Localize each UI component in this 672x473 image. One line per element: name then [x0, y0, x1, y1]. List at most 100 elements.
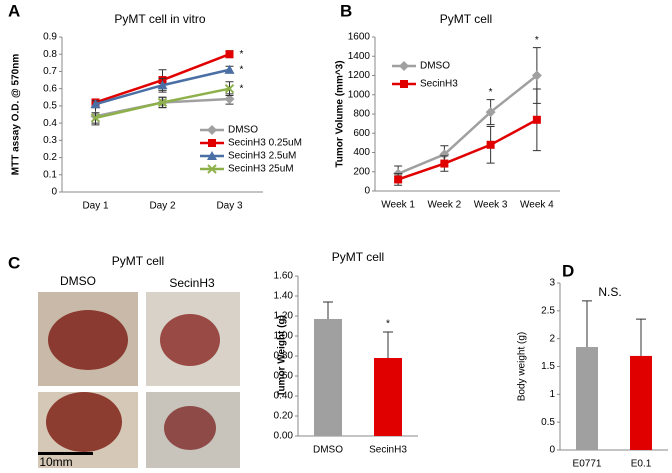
- x-tick-label: Week 3: [474, 200, 508, 211]
- point: [394, 175, 403, 184]
- y-tick-label: 0.3: [43, 135, 57, 146]
- legend-label: DMSO: [420, 61, 450, 72]
- point: [225, 50, 234, 59]
- point: [224, 83, 235, 94]
- chart-title: PyMT cell: [332, 250, 384, 264]
- y-tick-label: 0: [549, 445, 555, 456]
- point: [440, 159, 449, 168]
- chart-title: N.S.: [598, 285, 621, 299]
- bar: [576, 347, 598, 450]
- x-tick-label: E0771: [573, 459, 602, 470]
- y-tick-label: 1.20: [274, 311, 294, 322]
- bar: [630, 355, 652, 450]
- y-tick-label: 0.00: [274, 431, 294, 442]
- point: [224, 64, 235, 74]
- x-tick-label: Day 2: [149, 201, 176, 212]
- y-tick-label: 0.7: [43, 66, 57, 77]
- chart-title: PyMT cell: [440, 12, 492, 26]
- panel-letter: C: [8, 253, 20, 272]
- y-tick-label: 0.2: [43, 152, 57, 163]
- y-tick-label: 1000: [348, 89, 371, 100]
- x-tick-label: E0.1: [631, 459, 652, 470]
- annotation: *: [535, 35, 539, 46]
- panel-letter: A: [8, 1, 20, 20]
- y-tick-label: 0: [364, 186, 370, 197]
- line: [397, 118, 538, 181]
- point: [207, 151, 217, 160]
- legend-label: SecinH3 0.25uM: [228, 138, 302, 149]
- point: [531, 70, 542, 81]
- y-tick-label: 2: [549, 333, 555, 344]
- error-bar: [582, 300, 592, 348]
- point: [207, 164, 217, 174]
- y-tick-label: 600: [353, 128, 370, 139]
- bar: [314, 319, 342, 436]
- y-tick-label: 0.5: [43, 101, 57, 112]
- point: [486, 140, 495, 149]
- x-tick-label: Week 4: [520, 200, 554, 211]
- tumor: [164, 406, 216, 450]
- point: [90, 113, 101, 123]
- photo-label: SecinH3: [169, 276, 215, 290]
- point: [207, 125, 217, 135]
- tumor: [160, 314, 220, 366]
- point: [439, 149, 450, 160]
- y-tick-label: 3: [549, 278, 555, 289]
- point: [157, 80, 168, 90]
- point: [400, 80, 408, 88]
- point: [532, 115, 541, 124]
- tumor: [46, 392, 122, 452]
- tumor: [48, 310, 128, 370]
- point: [224, 94, 235, 104]
- y-tick-label: 0.20: [274, 411, 294, 422]
- y-tick-label: 0.1: [43, 169, 57, 180]
- x-tick-label: SecinH3: [369, 445, 407, 456]
- legend-label: DMSO: [228, 125, 258, 136]
- error-bar: [323, 301, 333, 319]
- panel-letter: D: [562, 261, 574, 280]
- y-tick-label: 0.6: [43, 83, 57, 94]
- x-tick-label: Week 1: [381, 200, 415, 211]
- y-tick-label: 0.80: [274, 351, 294, 362]
- y-tick-label: 0.9: [43, 32, 57, 43]
- x-tick-label: DMSO: [313, 445, 343, 456]
- y-tick-label: 200: [353, 166, 370, 177]
- line: [397, 74, 538, 175]
- point: [90, 99, 101, 109]
- y-tick-label: 2.5: [541, 305, 555, 316]
- legend-label: SecinH3: [420, 79, 458, 90]
- y-axis-label: Body weight (g): [517, 332, 528, 401]
- y-tick-label: 1.00: [274, 331, 294, 342]
- y-axis-label: Tumor Weight (g): [277, 315, 288, 397]
- y-axis-label: Tumor Volume (mm^3): [335, 60, 346, 167]
- legend-label: SecinH3 25uM: [228, 164, 294, 175]
- annotation: *: [240, 64, 244, 75]
- annotation: *: [240, 49, 244, 60]
- scale-bar: [38, 452, 93, 455]
- error-bar: [636, 318, 646, 356]
- annotation: *: [489, 87, 493, 98]
- scale-label: 10mm: [39, 455, 72, 469]
- y-tick-label: 400: [353, 147, 370, 158]
- x-tick-label: Week 2: [428, 200, 462, 211]
- chart-title: PyMT cell in vitro: [114, 12, 205, 26]
- x-tick-label: Day 3: [216, 201, 243, 212]
- y-tick-label: 0: [51, 187, 57, 198]
- y-tick-label: 1: [549, 389, 555, 400]
- photo-label: DMSO: [60, 274, 96, 288]
- error-bar: [383, 331, 393, 358]
- point: [208, 139, 216, 147]
- annotation: *: [386, 319, 390, 330]
- point: [485, 107, 496, 118]
- photo-title: PyMT cell: [112, 254, 164, 268]
- y-tick-label: 1400: [348, 51, 371, 62]
- y-tick-label: 1200: [348, 70, 371, 81]
- bar: [374, 358, 402, 436]
- annotation: *: [240, 83, 244, 94]
- y-tick-label: 0.60: [274, 371, 294, 382]
- y-tick-label: 800: [353, 109, 370, 120]
- y-tick-label: 0.4: [43, 118, 57, 129]
- y-tick-label: 0.5: [541, 417, 555, 428]
- y-tick-label: 1.60: [274, 271, 294, 282]
